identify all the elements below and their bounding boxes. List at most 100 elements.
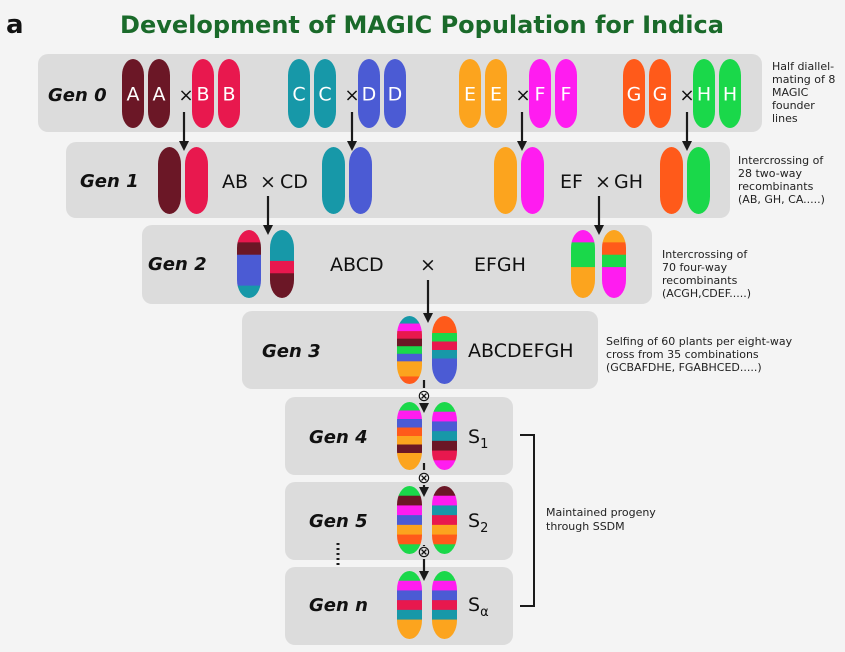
- note-ssdm: Maintained progeny through SSDM: [546, 506, 659, 533]
- gen-label-5: Gen 5: [309, 511, 368, 532]
- s2-label: S2: [468, 510, 488, 536]
- ssdm-bracket: [520, 434, 535, 607]
- note-gen0-line-4: founder: [772, 99, 815, 112]
- gen3-chromosome-2: [432, 316, 457, 384]
- note-ssdm-line-2: through SSDM: [546, 520, 625, 533]
- founder-chromosome-C: C: [288, 59, 310, 128]
- founder-letter: H: [697, 84, 711, 106]
- gen2-label-abcd: ABCD: [330, 254, 384, 276]
- gen2-chromosomes: [237, 230, 626, 298]
- note-gen3-line-2: cross from 35 combinations: [606, 348, 759, 361]
- founder-letter: B: [222, 84, 235, 106]
- founder-chromosome-B: B: [218, 59, 240, 128]
- gen2-chromosome-2: [270, 230, 294, 298]
- founder-chromosome-F: F: [555, 59, 577, 128]
- genn-chromosome-2: [432, 571, 457, 639]
- founder-chromosome-E: E: [485, 59, 507, 128]
- founder-letter: E: [464, 84, 476, 106]
- genn-chromosome-1: [397, 571, 422, 639]
- founder-chromosome-G: G: [649, 59, 671, 128]
- gen5-chromosome-2: [432, 486, 457, 554]
- founder-chromosome-D: D: [358, 59, 380, 128]
- note-gen3: Selfing of 60 plants per eight-way cross…: [606, 335, 796, 374]
- note-gen1-line-2: 28 two-way: [738, 167, 802, 180]
- s1-label: S1: [468, 426, 488, 452]
- gen-label-1: Gen 1: [80, 171, 139, 192]
- gen1-label-cd: CD: [280, 171, 308, 193]
- gen2-chromosome-4: [602, 230, 626, 298]
- founder-letter: D: [388, 84, 403, 106]
- note-gen0-line-5: lines: [772, 112, 798, 125]
- founder-letter: D: [362, 84, 377, 106]
- founder-chromosome-A: A: [122, 59, 144, 128]
- gen-label-2: Gen 2: [148, 254, 207, 275]
- gen4-chromosomes: [397, 402, 457, 470]
- founder-chromosome-H: H: [719, 59, 741, 128]
- genn-chromosomes: [397, 571, 457, 639]
- founder-letter: G: [627, 84, 642, 106]
- self-symbol-gen4: ⊗: [417, 468, 430, 487]
- note-ssdm-line-1: Maintained progeny: [546, 506, 656, 519]
- note-gen0-line-2: mating of 8: [772, 73, 835, 86]
- founder-letter: E: [490, 84, 502, 106]
- founder-chromosome-G: G: [623, 59, 645, 128]
- note-gen2-line-4: (ACGH,CDEF.....): [662, 287, 751, 300]
- founder-letter: A: [127, 84, 140, 106]
- founder-letter: C: [292, 84, 305, 106]
- salpha-label: Sα: [468, 594, 489, 620]
- gen0-cross-1: ×: [178, 85, 193, 106]
- gen2-chromosome-3: [571, 230, 595, 298]
- founder-letter: F: [561, 84, 572, 106]
- founder-chromosome-E: E: [459, 59, 481, 128]
- founder-chromosome-F: F: [529, 59, 551, 128]
- gen5-chromosome-1: [397, 486, 422, 554]
- gen1-chromosome-e: [494, 147, 517, 214]
- founder-letter: B: [196, 84, 209, 106]
- gen1-chromosome-d: [349, 147, 372, 214]
- note-gen1-line-3: recombinants: [738, 180, 814, 193]
- note-gen2-line-3: recombinants: [662, 274, 738, 287]
- gen1-chromosome-a: [158, 147, 181, 214]
- founder-chromosome-B: B: [192, 59, 214, 128]
- gen1-label-gh: GH: [614, 171, 643, 193]
- gen1-cross-1: ×: [260, 171, 276, 193]
- gen-label-0: Gen 0: [48, 85, 107, 106]
- self-symbol-gen5: ⊗: [417, 542, 430, 561]
- note-gen3-line-1: Selfing of 60 plants per eight-way: [606, 335, 793, 348]
- gen1-label-ef: EF: [560, 171, 583, 193]
- gen0-cross-4: ×: [679, 85, 694, 106]
- founder-letter: H: [723, 84, 737, 106]
- gen1-chromosome-g: [660, 147, 683, 214]
- gen-label-4: Gen 4: [309, 427, 368, 448]
- self-symbol-gen3: ⊗: [417, 386, 430, 405]
- founder-letter: A: [153, 84, 166, 106]
- panel-letter: a: [6, 10, 24, 40]
- founder-chromosome-D: D: [384, 59, 406, 128]
- gen1-box: [66, 142, 730, 218]
- founder-chromosome-C: C: [314, 59, 336, 128]
- gen1-chromosome-b: [185, 147, 208, 214]
- gen0-cross-3: ×: [515, 85, 530, 106]
- gen0-cross-2: ×: [344, 85, 359, 106]
- gen3-chromosomes: [397, 316, 457, 384]
- gen1-cross-2: ×: [595, 171, 611, 193]
- gen4-chromosome-1: [397, 402, 422, 470]
- gen-label-3: Gen 3: [262, 341, 321, 362]
- gen2-cross: ×: [420, 254, 436, 276]
- note-gen0-line-1: Half diallel-: [772, 60, 834, 73]
- gen1-label-ab: AB: [222, 171, 248, 193]
- gen1-chromosome-c: [322, 147, 345, 214]
- note-gen2: Intercrossing of 70 four-way recombinant…: [662, 248, 751, 300]
- founder-letter: G: [653, 84, 668, 106]
- gen2-box: [142, 225, 652, 304]
- gen1-chromosome-f: [521, 147, 544, 214]
- note-gen1-line-4: (AB, GH, CA.....): [738, 193, 825, 206]
- note-gen1: Intercrossing of 28 two-way recombinants…: [738, 154, 827, 206]
- diagram-title: Development of MAGIC Population for Indi…: [120, 11, 724, 39]
- note-gen3-line-3: (GCBAFDHE, FGABHCED.....): [606, 361, 762, 374]
- gen-label-n: Gen n: [309, 595, 368, 616]
- gen3-label: ABCDEFGH: [468, 340, 574, 362]
- note-gen1-line-1: Intercrossing of: [738, 154, 824, 167]
- gen3-chromosome-1: [397, 316, 422, 384]
